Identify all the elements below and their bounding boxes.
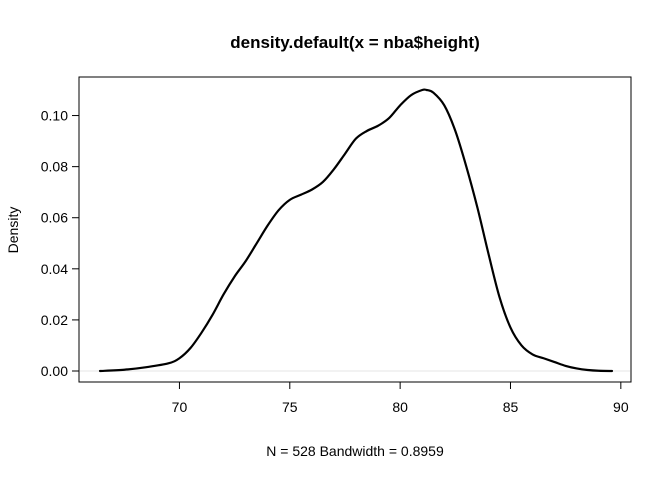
- density-line: [98, 88, 614, 373]
- x-axis: 70 75 80 85 90: [172, 381, 629, 415]
- y-tick-label: 0.00: [41, 363, 68, 379]
- y-tick-label: 0.10: [41, 108, 68, 124]
- plot-frame: [78, 76, 632, 383]
- y-tick-label: 0.06: [41, 210, 68, 226]
- chart-title: density.default(x = nba$height): [230, 33, 480, 52]
- y-tick-label: 0.02: [41, 312, 68, 328]
- y-axis: 0.00 0.02 0.04 0.06 0.08 0.10: [41, 108, 80, 379]
- y-tick-label: 0.08: [41, 159, 68, 175]
- y-axis-label: Density: [5, 207, 21, 254]
- x-tick-label: 80: [392, 399, 408, 415]
- x-tick-label: 70: [172, 399, 188, 415]
- x-axis-label: N = 528 Bandwidth = 0.8959: [266, 443, 444, 459]
- x-tick-label: 90: [613, 399, 629, 415]
- x-tick-label: 85: [503, 399, 519, 415]
- x-tick-label: 75: [282, 399, 298, 415]
- y-tick-label: 0.04: [41, 261, 68, 277]
